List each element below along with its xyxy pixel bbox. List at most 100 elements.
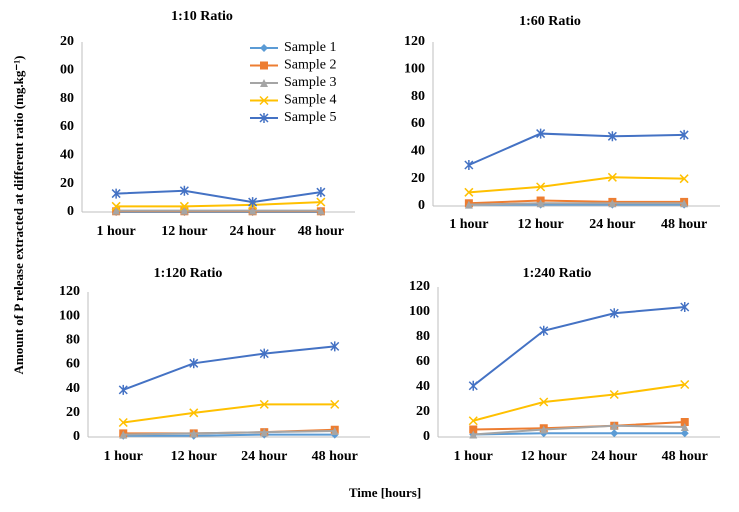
y-tick-label: 40 [60, 148, 74, 163]
marker [260, 79, 268, 87]
x-tick-label: 12 hour [521, 449, 567, 464]
chart-title: 1:120 Ratio [154, 266, 223, 281]
y-tick-label: 00 [60, 63, 74, 78]
marker [679, 174, 689, 184]
marker [189, 408, 199, 418]
y-tick-label: 0 [73, 429, 80, 444]
x-tick-label: 1 hour [449, 217, 488, 232]
marker [316, 187, 326, 198]
marker [539, 397, 549, 407]
marker [179, 185, 189, 196]
marker [330, 341, 340, 352]
marker [259, 95, 269, 106]
y-tick-label: 80 [60, 91, 74, 106]
series-line [468, 199, 685, 205]
marker [189, 429, 198, 438]
marker [680, 423, 689, 431]
x-tick-label: 1 hour [454, 449, 493, 464]
y-tick-label: 40 [416, 379, 430, 394]
y-tick-label: 120 [404, 34, 425, 49]
x-tick-label: 48 hour [661, 217, 707, 232]
marker [259, 348, 269, 359]
marker [260, 44, 268, 52]
y-tick-label: 80 [411, 89, 425, 104]
marker [609, 389, 619, 400]
x-tick-label: 1 hour [96, 224, 135, 239]
y-tick-label: 20 [60, 34, 74, 49]
marker [680, 429, 689, 438]
y-tick-label: 40 [411, 144, 425, 159]
y-tick-label: 60 [60, 119, 74, 134]
marker [189, 358, 199, 369]
series-line [122, 345, 335, 391]
marker [259, 399, 269, 409]
marker [118, 384, 128, 395]
series-line [116, 189, 322, 204]
marker [607, 131, 617, 142]
marker [464, 187, 474, 197]
y-axis-label: Amount of P release extracted at differe… [11, 56, 26, 375]
series-line [123, 429, 335, 436]
series-line [123, 433, 335, 437]
marker [468, 380, 478, 391]
marker [680, 418, 689, 426]
y-tick-label: 100 [404, 62, 425, 77]
y-tick-label: 80 [66, 333, 80, 348]
legend-label: Sample 4 [284, 93, 337, 108]
marker [609, 308, 619, 319]
y-tick-label: 20 [60, 176, 74, 191]
legend-label: Sample 3 [284, 75, 337, 90]
x-tick-label: 24 hour [591, 449, 637, 464]
y-tick-label: 0 [423, 429, 430, 444]
marker [179, 201, 189, 211]
y-tick-label: 0 [418, 198, 425, 213]
legend-label: Sample 2 [284, 58, 337, 73]
marker [111, 188, 121, 199]
x-tick-label: 24 hour [589, 217, 635, 232]
series-line [472, 306, 685, 387]
series-line [473, 432, 685, 436]
x-tick-label: 48 hour [662, 449, 708, 464]
marker [464, 200, 473, 209]
series-line [468, 176, 685, 194]
y-tick-label: 20 [411, 171, 425, 186]
legend-label: Sample 1 [284, 40, 337, 55]
chart-title: 1:60 Ratio [519, 14, 581, 29]
marker [607, 172, 617, 182]
series-line [472, 383, 685, 422]
series-line [468, 202, 685, 206]
marker [536, 199, 545, 208]
marker [316, 197, 326, 207]
x-tick-label: 12 hour [517, 217, 563, 232]
marker [248, 197, 258, 208]
marker [680, 302, 690, 312]
x-tick-label: 12 hour [171, 449, 217, 464]
series-line [123, 403, 335, 424]
marker [464, 160, 474, 170]
y-tick-label: 20 [66, 405, 80, 420]
y-tick-label: 100 [409, 304, 430, 319]
chart-title: 1:10 Ratio [171, 9, 233, 24]
marker [680, 379, 690, 390]
chart-title: 1:240 Ratio [523, 266, 592, 281]
marker [469, 430, 478, 439]
marker [260, 428, 269, 437]
y-tick-label: 120 [59, 284, 80, 299]
marker [112, 206, 121, 215]
marker [536, 128, 546, 139]
marker [330, 426, 339, 435]
y-tick-label: 60 [411, 116, 425, 131]
marker [539, 325, 549, 336]
marker [608, 199, 617, 208]
marker [180, 206, 189, 215]
y-tick-label: 120 [409, 279, 430, 294]
y-tick-label: 0 [67, 204, 74, 219]
x-axis-label: Time [hours] [349, 485, 421, 500]
x-tick-label: 48 hour [298, 224, 344, 239]
legend-label: Sample 5 [284, 110, 337, 125]
y-tick-label: 100 [59, 308, 80, 323]
x-tick-label: 1 hour [104, 449, 143, 464]
marker [536, 182, 546, 192]
marker [679, 129, 689, 140]
marker [316, 206, 325, 215]
